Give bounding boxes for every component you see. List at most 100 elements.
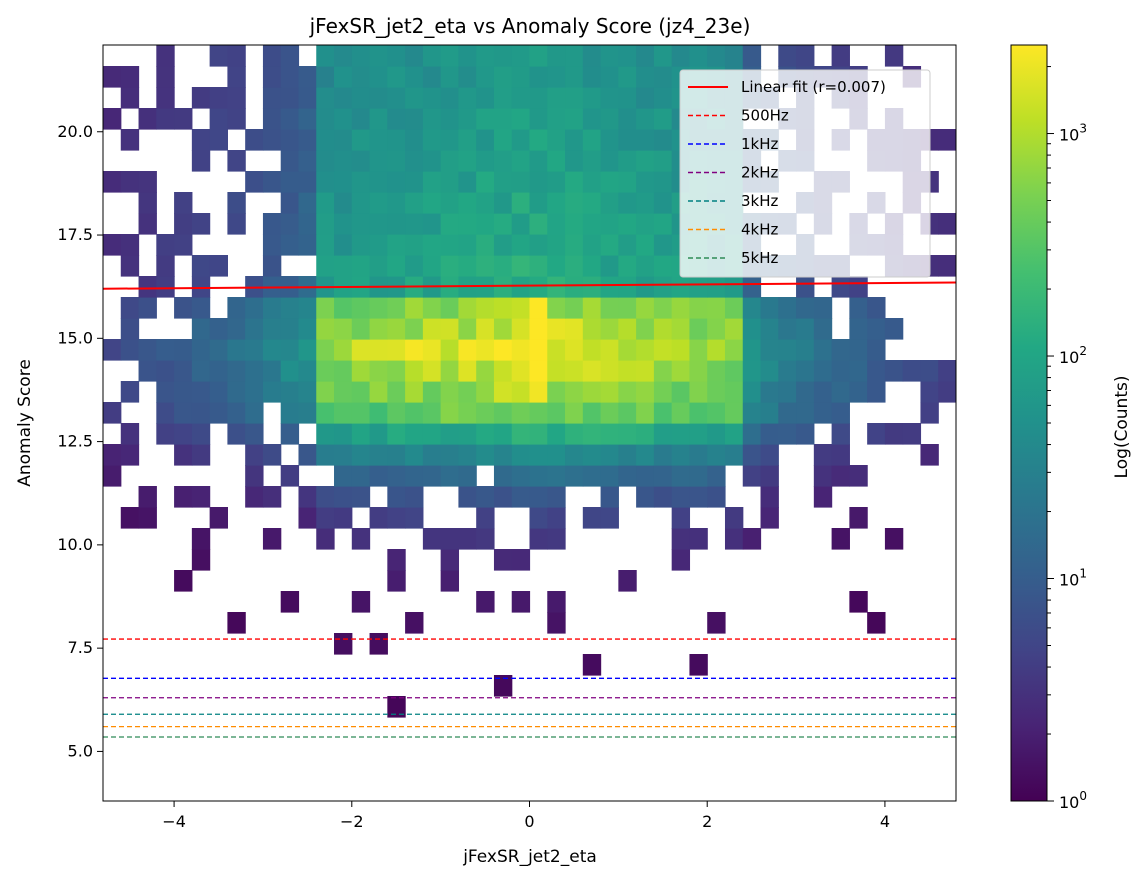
- heatmap-cell: [422, 129, 442, 151]
- heatmap-cell: [458, 108, 477, 130]
- heatmap-cell: [547, 507, 566, 529]
- heatmap-cell: [689, 402, 708, 424]
- heatmap-cell: [298, 444, 317, 466]
- heatmap-cell: [227, 360, 246, 382]
- heatmap-cell: [138, 213, 157, 235]
- heatmap-cell: [298, 87, 317, 109]
- heatmap-cell: [120, 423, 140, 445]
- heatmap-cell: [120, 255, 140, 277]
- heatmap-cell: [209, 381, 228, 403]
- heatmap-cell: [867, 423, 886, 445]
- heatmap-cell: [938, 381, 956, 403]
- heatmap-cell: [334, 633, 353, 655]
- heatmap-cell: [565, 360, 584, 382]
- heatmap-cell: [280, 297, 300, 319]
- heatmap-cell: [262, 171, 282, 193]
- heatmap-cell: [422, 402, 442, 424]
- heatmap-cell: [618, 402, 637, 424]
- heatmap-cell: [867, 360, 886, 382]
- heatmap-cell: [280, 150, 300, 172]
- heatmap-cell: [565, 87, 584, 109]
- heatmap-cell: [209, 87, 228, 109]
- heatmap-cell: [209, 402, 228, 424]
- heatmap-cell: [405, 192, 424, 214]
- heatmap-cell: [387, 486, 406, 508]
- heatmap-cell: [493, 444, 513, 466]
- heatmap-cell: [742, 360, 762, 382]
- heatmap-cell: [707, 45, 726, 67]
- heatmap-cell: [280, 66, 300, 88]
- heatmap-cell: [689, 297, 708, 319]
- heatmap-cell: [565, 213, 584, 235]
- heatmap-cell: [565, 255, 584, 277]
- heatmap-cell: [156, 276, 175, 298]
- heatmap-cell: [387, 465, 406, 487]
- heatmap-cell: [422, 423, 442, 445]
- heatmap-cell: [582, 171, 602, 193]
- heatmap-cell: [351, 318, 371, 340]
- heatmap-cell: [565, 465, 584, 487]
- heatmap-cell: [796, 402, 815, 424]
- heatmap-cell: [316, 339, 335, 361]
- heatmap-cell: [227, 45, 246, 67]
- heatmap-cell: [138, 192, 157, 214]
- heatmap-cell: [245, 423, 264, 445]
- heatmap-cell: [227, 423, 246, 445]
- heatmap-cell: [458, 486, 477, 508]
- heatmap-cell: [618, 318, 637, 340]
- heatmap-cell: [334, 234, 353, 256]
- heatmap-cell: [209, 360, 228, 382]
- heatmap-cell: [174, 570, 193, 592]
- heatmap-cell: [849, 465, 868, 487]
- heatmap-cell: [138, 108, 157, 130]
- heatmap-cell: [245, 129, 264, 151]
- heatmap-cell: [174, 192, 193, 214]
- heatmap-cell: [636, 444, 655, 466]
- heatmap-cell: [387, 696, 406, 718]
- y-tick-label: 12.5: [57, 432, 93, 451]
- heatmap-cell: [387, 381, 406, 403]
- colorbar: [1010, 44, 1048, 802]
- heatmap-cell: [369, 87, 388, 109]
- heatmap-cell: [174, 339, 193, 361]
- heatmap-cell: [245, 381, 264, 403]
- heatmap-cell: [405, 381, 424, 403]
- heatmap-cell: [316, 528, 335, 550]
- heatmap-cell: [298, 402, 317, 424]
- heatmap-cell: [103, 171, 122, 193]
- heatmap-cell: [422, 318, 442, 340]
- heatmap-cell: [369, 171, 388, 193]
- heatmap-cell: [458, 360, 477, 382]
- heatmap-cell: [671, 339, 691, 361]
- heatmap-cell: [813, 486, 833, 508]
- heatmap-cell: [316, 297, 335, 319]
- heatmap-cell: [689, 276, 708, 298]
- heatmap-cell: [742, 465, 762, 487]
- heatmap-cell: [369, 444, 388, 466]
- heatmap-cell: [262, 87, 282, 109]
- heatmap-cell: [191, 87, 211, 109]
- heatmap-cell: [653, 108, 673, 130]
- heatmap-cell: [600, 465, 619, 487]
- heatmap-cell: [529, 297, 548, 319]
- heatmap-cell: [742, 402, 762, 424]
- heatmap-cell: [405, 444, 424, 466]
- heatmap-cell: [529, 507, 548, 529]
- heatmap-cell: [529, 318, 548, 340]
- heatmap-cell: [920, 402, 939, 424]
- heatmap-cell: [547, 171, 566, 193]
- heatmap-cell: [191, 318, 211, 340]
- heatmap-cell: [120, 318, 140, 340]
- heatmap-cell: [191, 381, 211, 403]
- heatmap-cell: [422, 213, 442, 235]
- heatmap-cell: [369, 150, 388, 172]
- heatmap-cell: [262, 213, 282, 235]
- heatmap-cell: [174, 213, 193, 235]
- heatmap-cell: [689, 654, 708, 676]
- heatmap-cell: [405, 150, 424, 172]
- heatmap-cell: [298, 129, 317, 151]
- heatmap-cell: [405, 171, 424, 193]
- heatmap-cell: [600, 444, 619, 466]
- heatmap-cell: [529, 276, 548, 298]
- heatmap-cell: [422, 150, 442, 172]
